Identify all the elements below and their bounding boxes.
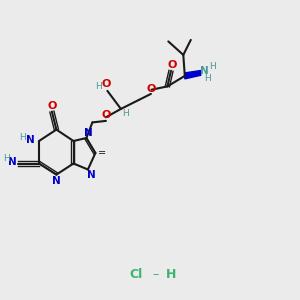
Text: O: O (48, 100, 57, 111)
Polygon shape (185, 70, 201, 79)
Text: O: O (102, 110, 111, 121)
Text: O: O (167, 60, 177, 70)
Text: Cl: Cl (130, 268, 143, 281)
Text: N: N (84, 128, 93, 138)
Text: –: – (152, 268, 158, 281)
Text: H: H (209, 62, 215, 71)
Text: H: H (96, 82, 102, 91)
Text: H: H (3, 154, 10, 163)
Text: N: N (26, 135, 35, 146)
Text: N: N (52, 176, 61, 186)
Text: H: H (166, 268, 176, 281)
Text: N: N (200, 66, 209, 76)
Text: H: H (20, 134, 26, 142)
Text: =: = (98, 148, 106, 158)
Text: H: H (204, 74, 211, 83)
Text: H: H (122, 109, 128, 118)
Text: O: O (147, 84, 156, 94)
Text: O: O (101, 79, 111, 89)
Text: N: N (86, 170, 95, 180)
Text: N: N (8, 157, 17, 167)
